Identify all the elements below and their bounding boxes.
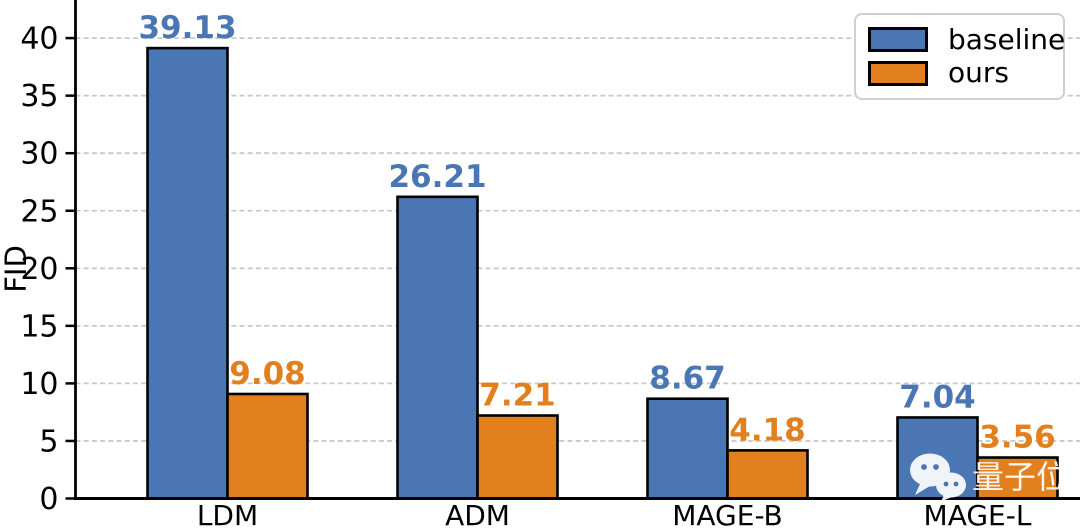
bar-baseline-MAGE-L <box>896 416 979 500</box>
bar-value-label: 8.67 <box>649 361 726 397</box>
y-tick-label: 40 <box>20 22 58 57</box>
bar-baseline-MAGE-B <box>646 397 729 500</box>
bar-ours-LDM <box>226 392 309 500</box>
bar-value-label: 26.21 <box>388 159 486 195</box>
y-tick-label: 5 <box>39 424 58 459</box>
legend-label-ours: ours <box>948 56 1009 90</box>
bar-value-label: 7.21 <box>479 378 556 414</box>
bar-ours-MAGE-B <box>726 449 809 500</box>
legend-item-ours: ours <box>868 59 1063 87</box>
x-tick-label: LDM <box>197 499 258 529</box>
bar-value-label: 9.08 <box>229 356 306 392</box>
legend: baseline ours <box>854 13 1065 100</box>
y-axis-title: FID <box>0 245 33 293</box>
bar-value-label: 39.13 <box>138 10 236 46</box>
x-tick-label: MAGE-B <box>672 499 783 529</box>
y-tick-label: 0 <box>39 482 58 517</box>
baseline-swatch <box>868 27 928 53</box>
y-tick-label: 10 <box>20 367 58 402</box>
bar-value-label: 7.04 <box>899 379 976 415</box>
ours-swatch <box>868 60 928 86</box>
bar-baseline-LDM <box>146 46 229 500</box>
x-tick-label: MAGE-L <box>924 499 1032 529</box>
y-tick-label: 20 <box>20 252 58 287</box>
bar-ours-ADM <box>476 414 559 500</box>
legend-label-baseline: baseline <box>948 22 1066 56</box>
bar-baseline-ADM <box>396 195 479 500</box>
y-tick-label: 35 <box>20 79 58 114</box>
y-tick-label: 25 <box>20 194 58 229</box>
y-tick-label: 30 <box>20 137 58 172</box>
bar-value-label: 3.56 <box>979 420 1056 456</box>
y-tick-label: 15 <box>20 309 58 344</box>
x-tick-label: ADM <box>445 499 510 529</box>
bar-value-label: 4.18 <box>729 412 806 448</box>
bar-ours-MAGE-L <box>976 456 1059 500</box>
legend-item-baseline: baseline <box>868 22 1066 56</box>
